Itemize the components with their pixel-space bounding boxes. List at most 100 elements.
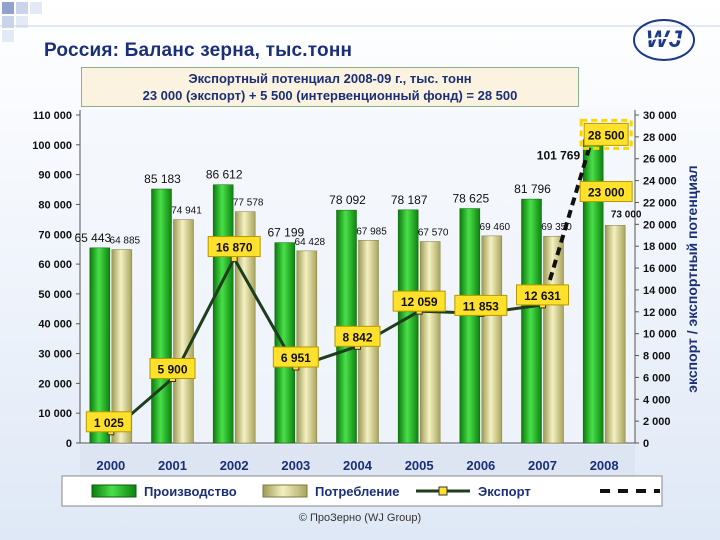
consumption-bar: [481, 235, 503, 444]
right-axis-tick-label: 18 000: [643, 241, 677, 253]
export-value-box: [579, 181, 633, 203]
left-axis-tick-label: 50 000: [38, 289, 72, 301]
left-axis-tick-label: 0: [66, 438, 72, 450]
consumption-value-label: 67 985: [356, 226, 387, 237]
export-value-label: 23 000: [588, 186, 625, 200]
legend-swatch-production: [91, 484, 137, 498]
x-axis-tick-label: 2006: [466, 458, 495, 473]
left-axis-tick-label: 10 000: [38, 408, 72, 420]
right-axis-tick-label: 4 000: [643, 394, 671, 406]
copyright-footer: © ПроЗерно (WJ Group): [298, 512, 422, 524]
right-axis-tick-label: 30 000: [643, 110, 677, 122]
left-axis-tick-label: 80 000: [38, 199, 72, 211]
legend-label: Экспорт: [478, 484, 531, 499]
consumption-value-label: 73 000: [611, 209, 642, 220]
x-axis-tick-label: 2001: [158, 458, 187, 473]
right-axis-tick-label: 20 000: [643, 219, 677, 231]
export-value-box: [85, 411, 132, 433]
legend-box: [61, 475, 663, 507]
left-axis-tick-label: 30 000: [38, 349, 72, 361]
wj-logo: WJ: [633, 19, 695, 61]
consumption-bar: [111, 249, 133, 444]
x-axis-tick-label: 2008: [590, 458, 619, 473]
left-axis-tick-label: 110 000: [33, 110, 72, 122]
consumption-value-label: 69 460: [480, 222, 511, 233]
plot-area: [80, 110, 635, 443]
export-value-label: 12 631: [524, 289, 561, 303]
legend-swatch-export-marker: [438, 486, 448, 496]
export-value-box: [516, 284, 569, 306]
export-value-label: 5 900: [157, 362, 187, 376]
x-axis-tick-label: 2000: [96, 458, 125, 473]
left-axis-tick-label: 90 000: [38, 170, 72, 182]
production-value-label: 78 625: [452, 192, 489, 206]
right-axis-tick-label: 14 000: [643, 285, 677, 297]
right-axis-tick-label: 0: [643, 438, 649, 450]
production-value-label: 78 092: [329, 193, 366, 207]
right-axis-title: экспорт / экспортный потенциал: [684, 165, 700, 392]
right-axis-tick-label: 24 000: [643, 176, 677, 188]
production-bar: [459, 208, 481, 444]
right-axis-tick-label: 28 000: [643, 132, 677, 144]
production-value-label: 85 183: [144, 172, 181, 186]
production-bar: [397, 209, 419, 444]
left-axis-tick-label: 100 000: [32, 140, 72, 152]
production-bar: [151, 188, 172, 444]
subtitle-line-1: Экспортный потенциал 2008-09 г., тыс. то…: [188, 71, 472, 86]
x-axis-tick-label: 2005: [405, 458, 434, 473]
export-potential-label: 28 500: [588, 128, 625, 142]
export-value-box: [272, 346, 319, 368]
consumption-bar: [604, 225, 626, 444]
consumption-value-label: 74 941: [171, 206, 202, 217]
right-axis-tick-label: 6 000: [643, 372, 671, 384]
export-value-label: 16 870: [216, 241, 253, 255]
production-bar: [89, 247, 111, 444]
export-value-box: [334, 325, 381, 347]
consumption-value-label: 64 428: [295, 237, 326, 248]
x-axis-tick-label: 2003: [281, 458, 310, 473]
consumption-value-label: 69 350: [541, 222, 572, 233]
consumption-value-label: 64 885: [110, 236, 141, 247]
production-value-label: 86 612: [206, 168, 243, 182]
export-value-box: [392, 290, 446, 312]
production-value-label: 67 199: [267, 226, 304, 240]
consumption-value-label: 67 570: [418, 228, 449, 239]
production-value-label: 101 769: [537, 149, 581, 163]
production-bar: [521, 198, 542, 444]
export-value-label: 11 853: [463, 299, 499, 313]
export-value-label: 6 951: [281, 351, 311, 365]
production-value-label: 65 443: [74, 231, 111, 245]
right-axis-tick-label: 26 000: [643, 154, 677, 166]
page-title: Россия: Баланс зерна, тыс.тонн: [44, 40, 353, 61]
legend-swatch-consumption: [262, 484, 308, 498]
consumption-bar: [173, 219, 194, 444]
left-axis-tick-label: 20 000: [38, 378, 72, 390]
production-value-label: 81 796: [514, 182, 551, 196]
legend-label: Потребление: [315, 484, 399, 499]
production-value-label: 78 187: [391, 193, 428, 207]
x-axis-tick-label: 2004: [343, 458, 373, 473]
production-bar: [274, 242, 296, 444]
export-potential-dashed-line: [540, 130, 597, 306]
export-potential-frame: [579, 118, 633, 150]
x-axis-tick-label: 2002: [220, 458, 249, 473]
export-potential-box: [583, 122, 629, 146]
right-axis-tick-label: 12 000: [643, 307, 677, 319]
export-value-label: 1 025: [94, 416, 124, 430]
export-value-box: [454, 294, 508, 316]
consumption-value-label: 77 578: [233, 198, 264, 209]
production-bar: [212, 184, 234, 444]
export-value-label: 12 059: [401, 295, 438, 309]
consumption-bar: [419, 241, 441, 444]
left-axis-tick-label: 70 000: [38, 229, 72, 241]
export-value-box: [149, 357, 196, 379]
subtitle-line-2: 23 000 (экспорт) + 5 500 (интервенционны…: [142, 88, 518, 103]
left-axis-tick-label: 40 000: [38, 319, 72, 331]
right-axis-tick-label: 22 000: [643, 197, 677, 209]
subtitle-box: Экспортный потенциал 2008-09 г., тыс. то…: [81, 67, 579, 107]
export-value-box: [207, 236, 261, 258]
left-axis-tick-label: 60 000: [38, 259, 72, 271]
right-axis-tick-label: 8 000: [643, 351, 671, 363]
export-value-label: 8 842: [342, 330, 372, 344]
